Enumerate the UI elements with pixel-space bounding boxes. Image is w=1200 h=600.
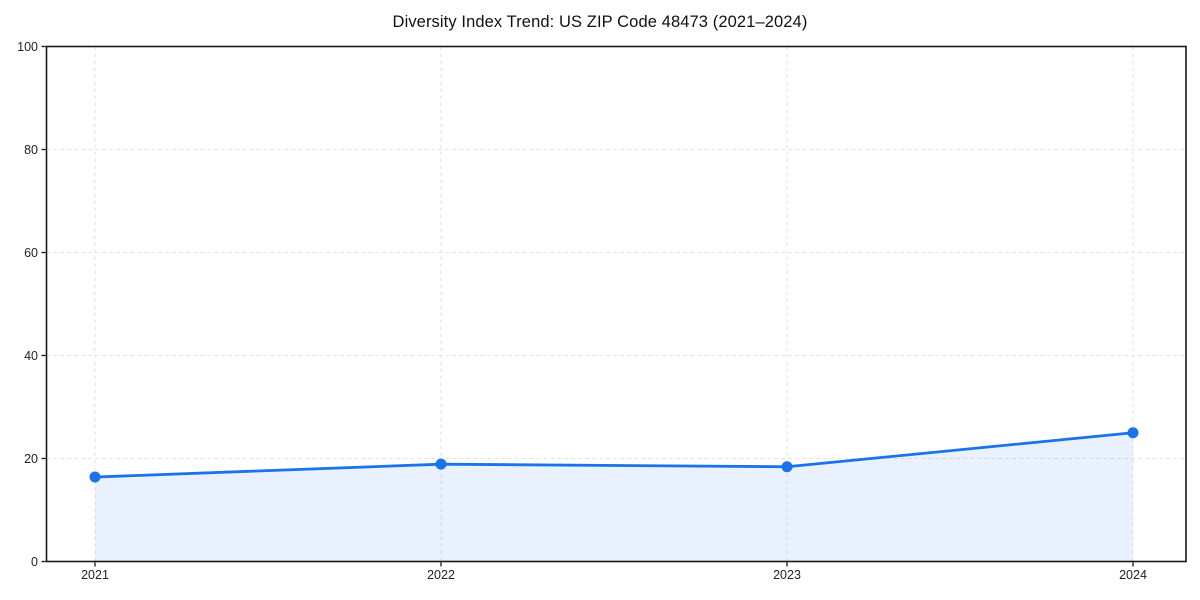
data-point-marker [435,458,447,470]
area-fill [95,432,1133,562]
x-tick-label: 2024 [1119,568,1147,582]
x-tick-label: 2022 [427,568,455,582]
data-point-marker [89,471,101,483]
y-tick-label: 100 [17,39,38,54]
y-tick-label: 40 [24,348,38,363]
y-tick-label: 80 [24,142,38,157]
data-point-marker [781,461,793,473]
trend-line [93,431,1135,479]
data-point-marker [1127,427,1139,439]
chart-title: Diversity Index Trend: US ZIP Code 48473… [392,13,808,31]
x-tick-label: 2023 [773,568,801,582]
y-tick-label: 60 [24,245,38,260]
y-tick-label: 20 [24,451,38,466]
x-tick-label: 2021 [81,568,109,582]
plot-border [45,45,1187,563]
y-tick-label: 0 [31,554,38,569]
